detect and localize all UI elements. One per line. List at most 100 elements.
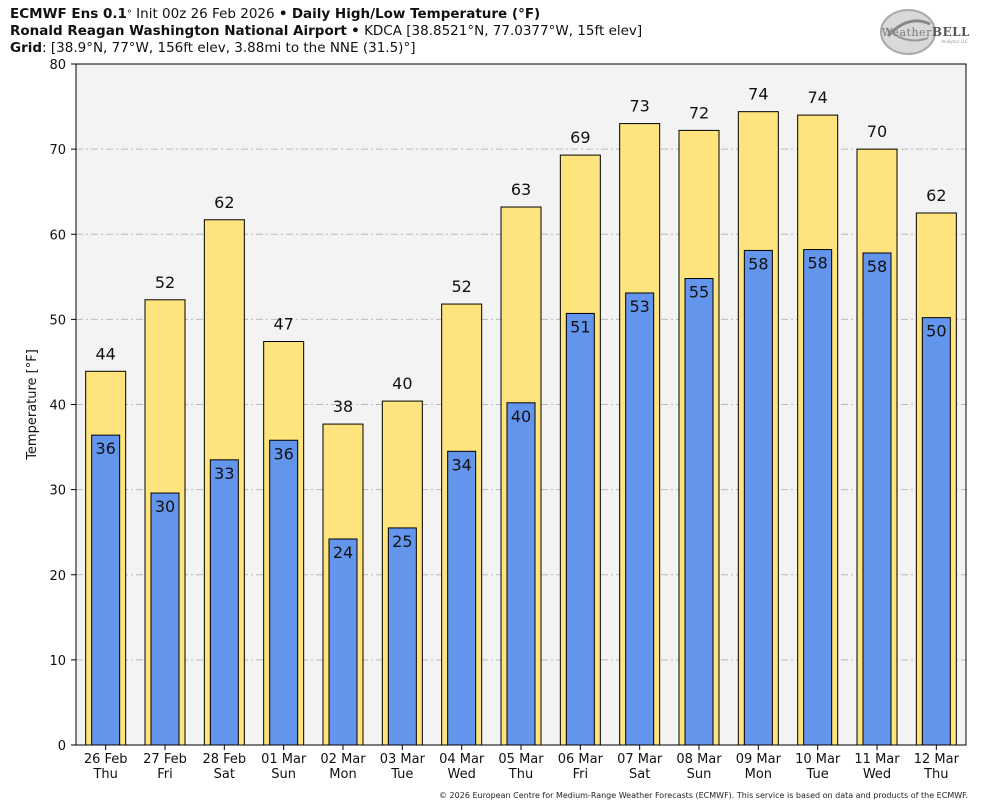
low-bar xyxy=(447,450,477,746)
low-value-label: 36 xyxy=(273,444,293,463)
high-value-label: 40 xyxy=(392,374,412,393)
weatherbell-logo: WeatherBELL Analytics LLC xyxy=(878,6,970,58)
y-tick-label: 20 xyxy=(49,569,66,584)
copyright-footer: © 2026 European Centre for Medium-Range … xyxy=(439,791,968,800)
low-value-label: 40 xyxy=(511,407,531,426)
x-tick-label-date: 27 Feb xyxy=(143,752,187,767)
x-tick-label-day: Wed xyxy=(447,767,475,782)
x-tick-label-date: 03 Mar xyxy=(380,752,426,767)
x-tick-label-day: Thu xyxy=(508,767,533,782)
x-tick-label-date: 12 Mar xyxy=(914,752,960,767)
low-bar xyxy=(209,459,239,746)
y-tick-label: 60 xyxy=(49,228,66,243)
y-tick-label: 30 xyxy=(49,484,66,499)
low-bar xyxy=(91,434,121,746)
logo-swirl-icon xyxy=(880,9,936,55)
low-value-label: 33 xyxy=(214,464,234,483)
y-axis-label: Temperature [°F] xyxy=(25,349,40,461)
bullet-1: • xyxy=(278,6,288,22)
low-value-label: 36 xyxy=(95,439,115,458)
x-tick-label-date: 11 Mar xyxy=(854,752,900,767)
x-tick-label-date: 28 Feb xyxy=(202,752,246,767)
high-value-label: 38 xyxy=(333,397,353,416)
low-value-label: 34 xyxy=(451,455,471,474)
station-name: Ronald Reagan Washington National Airpor… xyxy=(10,23,347,39)
low-value-label: 58 xyxy=(807,254,827,273)
high-value-label: 44 xyxy=(95,344,115,363)
high-value-label: 74 xyxy=(748,85,768,104)
x-tick-label-date: 02 Mar xyxy=(320,752,366,767)
low-bar xyxy=(269,439,299,746)
x-tick-label-date: 26 Feb xyxy=(84,752,128,767)
high-value-label: 62 xyxy=(214,193,234,212)
x-tick-label-date: 06 Mar xyxy=(558,752,604,767)
low-value-label: 55 xyxy=(689,283,709,302)
low-bar xyxy=(743,249,773,746)
low-bar xyxy=(803,249,833,746)
high-value-label: 72 xyxy=(689,103,709,122)
low-value-label: 25 xyxy=(392,532,412,551)
low-bar xyxy=(328,538,358,746)
y-tick-label: 10 xyxy=(49,654,66,669)
x-tick-label-day: Fri xyxy=(157,767,173,782)
logo-subtext: Analytics LLC xyxy=(941,39,968,44)
x-tick-label-day: Tue xyxy=(806,767,829,782)
low-value-label: 58 xyxy=(748,254,768,273)
x-tick-label-day: Thu xyxy=(923,767,948,782)
low-bar xyxy=(387,527,417,746)
chart-header: ECMWF Ens 0.1° Init 00z 26 Feb 2026 • Da… xyxy=(10,6,642,57)
y-tick-label: 80 xyxy=(49,58,66,73)
x-tick-label-date: 01 Mar xyxy=(261,752,307,767)
y-tick-label: 50 xyxy=(49,313,66,328)
low-value-label: 58 xyxy=(867,257,887,276)
header-line-1: ECMWF Ens 0.1° Init 00z 26 Feb 2026 • Da… xyxy=(10,6,642,23)
x-tick-label-date: 09 Mar xyxy=(736,752,782,767)
header-line-2: Ronald Reagan Washington National Airpor… xyxy=(10,23,642,40)
x-tick-label-day: Mon xyxy=(329,767,356,782)
bullet-2: • xyxy=(351,23,360,39)
high-value-label: 69 xyxy=(570,128,590,147)
low-bar xyxy=(921,317,951,746)
init-time: Init 00z 26 Feb 2026 xyxy=(136,6,275,22)
grid-label: Grid xyxy=(10,40,43,56)
x-tick-label-day: Wed xyxy=(863,767,891,782)
x-tick-label-date: 04 Mar xyxy=(439,752,485,767)
x-tick-label-date: 08 Mar xyxy=(676,752,722,767)
high-value-label: 70 xyxy=(867,122,887,141)
x-tick-label-day: Tue xyxy=(390,767,413,782)
x-tick-label-day: Fri xyxy=(573,767,589,782)
low-bar xyxy=(862,252,892,746)
high-value-label: 73 xyxy=(629,97,649,116)
y-tick-label: 0 xyxy=(58,739,66,754)
plot-frame xyxy=(75,63,967,746)
high-value-label: 62 xyxy=(926,186,946,205)
x-tick-label-day: Mon xyxy=(745,767,772,782)
x-tick-label-day: Sat xyxy=(214,767,235,782)
low-value-label: 51 xyxy=(570,317,590,336)
x-tick-label-day: Sun xyxy=(271,767,296,782)
x-tick-label-day: Sun xyxy=(687,767,712,782)
grid-info: : [38.9°N, 77°W, 156ft elev, 3.88mi to t… xyxy=(42,40,416,56)
logo-text-a: Weather xyxy=(881,26,932,39)
low-bar xyxy=(684,278,714,746)
high-value-label: 47 xyxy=(273,315,293,334)
high-value-label: 63 xyxy=(511,180,531,199)
low-bar xyxy=(150,492,180,746)
logo-text-b: BELL xyxy=(931,25,970,39)
low-bar xyxy=(565,312,595,746)
y-tick-label: 40 xyxy=(49,399,66,414)
station-info: KDCA [38.8521°N, 77.0377°W, 15ft elev] xyxy=(364,23,643,39)
x-tick-label-date: 10 Mar xyxy=(795,752,841,767)
low-bar xyxy=(506,402,536,746)
header-line-3: Grid: [38.9°N, 77°W, 156ft elev, 3.88mi … xyxy=(10,40,642,57)
low-bar xyxy=(625,292,655,746)
low-value-label: 50 xyxy=(926,322,946,341)
model-name: ECMWF Ens 0.1 xyxy=(10,6,127,22)
logo-text: WeatherBELL xyxy=(882,25,970,39)
low-value-label: 53 xyxy=(629,297,649,316)
x-tick-label-date: 07 Mar xyxy=(617,752,663,767)
high-value-label: 74 xyxy=(807,88,827,107)
x-tick-label-day: Thu xyxy=(92,767,117,782)
